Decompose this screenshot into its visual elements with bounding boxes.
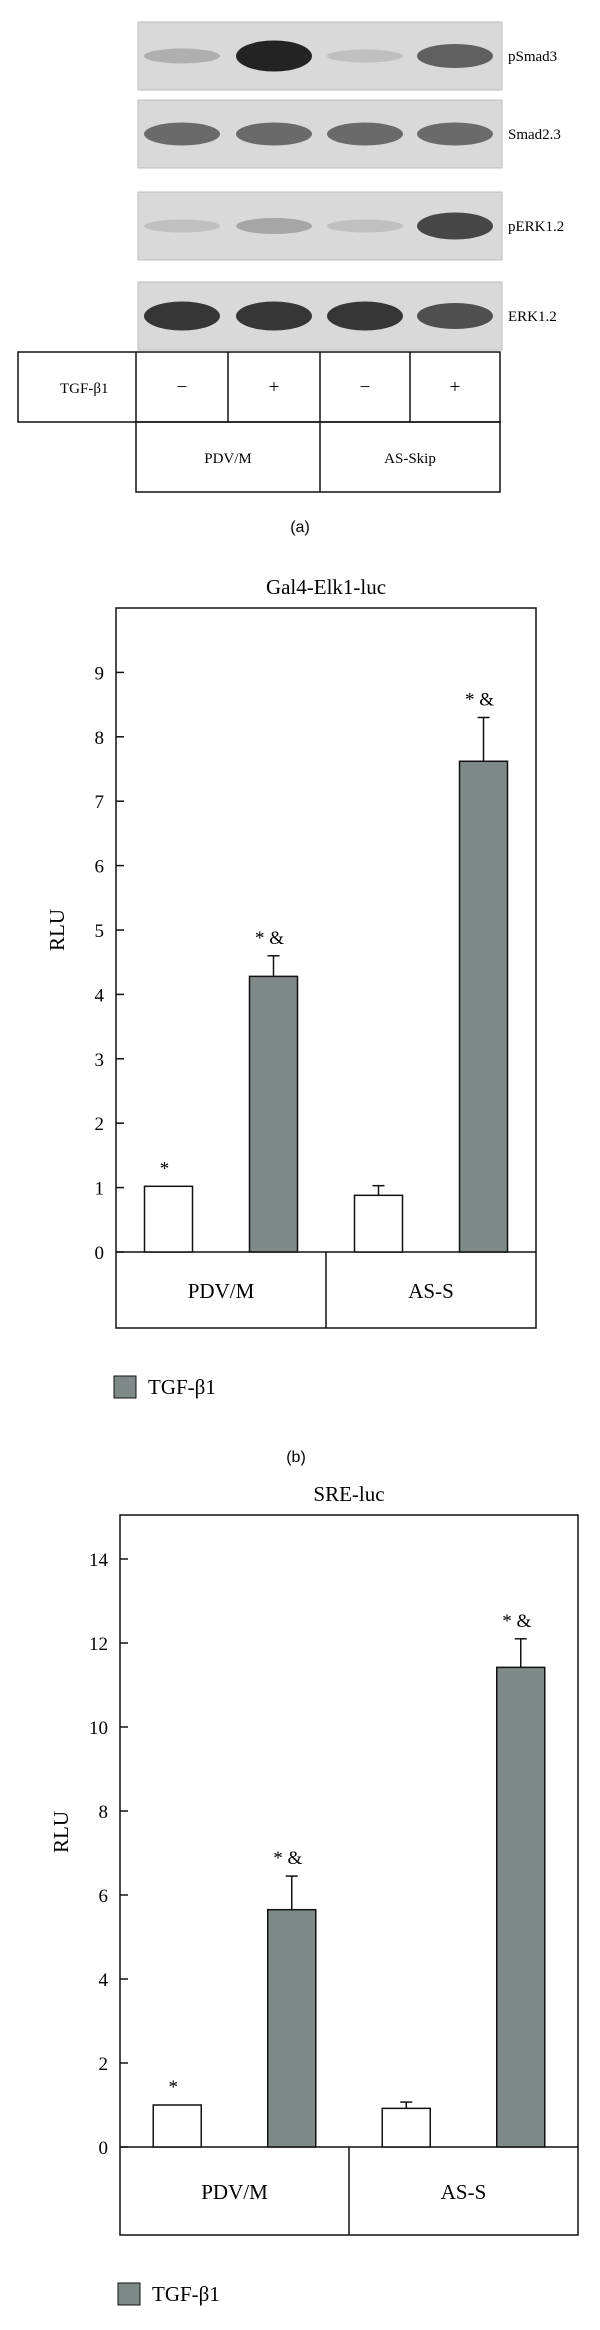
blot-band	[144, 301, 220, 331]
western-blot-panel: pSmad3 Smad2.3 pERK1.2 ERK1.2	[137, 21, 564, 351]
bar	[152, 2104, 202, 2148]
significance-mark: * &	[465, 689, 494, 710]
category-label: PDV/M	[188, 1279, 255, 1303]
bar	[248, 975, 299, 1253]
y-tick-label: 2	[95, 1114, 105, 1135]
category-label: AS-S	[408, 1279, 454, 1303]
significance-mark: *	[169, 2077, 179, 2098]
y-axis-label: RLU	[49, 1811, 73, 1853]
blot-band	[327, 49, 403, 63]
chart-gal4-elk1-luc: Gal4-Elk1-luc 0 1 2 3 4 5 6 7 8 9 RLU PDV/M * * & AS-S *…	[45, 575, 537, 1466]
treatment-value: −	[360, 377, 371, 398]
chart-title: SRE-luc	[313, 1482, 384, 1506]
y-tick-label: 0	[95, 1243, 105, 1264]
blot-band	[144, 48, 220, 64]
blot-band	[236, 122, 312, 146]
y-tick-label: 6	[95, 857, 105, 878]
y-tick-label: 10	[89, 1718, 108, 1739]
y-tick-label: 12	[89, 1634, 108, 1655]
blot-band	[417, 122, 493, 146]
y-tick-label: 7	[95, 792, 105, 813]
group-label: AS-Skip	[384, 451, 436, 467]
treatment-value: +	[450, 377, 461, 398]
treatment-table: TGF-β1 − + − + PDV/M AS-Skip	[17, 351, 501, 493]
blot-band	[144, 122, 220, 146]
y-tick-label: 0	[99, 2138, 109, 2159]
y-tick-label: 6	[99, 1886, 109, 1907]
bar	[496, 1666, 546, 2148]
legend-swatch	[113, 1375, 137, 1399]
legend-swatch	[117, 2282, 141, 2306]
y-tick-label: 1	[95, 1179, 105, 1200]
bar	[353, 1194, 404, 1253]
legend-label: TGF-β1	[148, 1375, 216, 1399]
y-tick-label: 9	[95, 663, 105, 684]
chart-title: Gal4-Elk1-luc	[266, 575, 386, 599]
blot-label: pERK1.2	[508, 219, 564, 235]
significance-mark: * &	[273, 1848, 302, 1869]
panel-a-caption: (a)	[290, 519, 310, 536]
category-label: AS-S	[441, 2180, 487, 2204]
blot-band	[417, 303, 493, 329]
blot-band	[236, 218, 312, 234]
treatment-value: +	[269, 377, 280, 398]
chart-sre-luc: SRE-luc 0 2 4 6 8 10 12 14 RLU PDV/M * * & AS-S * & TGF…	[49, 1482, 579, 2306]
blot-band	[236, 301, 312, 331]
y-tick-label: 14	[89, 1550, 109, 1571]
panel-caption: (b)	[286, 1449, 306, 1466]
blot-band	[144, 219, 220, 233]
y-axis-label: RLU	[45, 909, 69, 951]
blot-band	[327, 122, 403, 146]
bar	[458, 760, 509, 1253]
treatment-name: TGF-β1	[60, 381, 108, 397]
blot-label: Smad2.3	[508, 127, 561, 143]
blot-band	[236, 40, 312, 72]
treatment-value: −	[177, 377, 188, 398]
y-tick-label: 8	[99, 1802, 109, 1823]
group-label: PDV/M	[204, 451, 252, 467]
significance-mark: * &	[255, 928, 284, 949]
y-tick-label: 2	[99, 2054, 109, 2075]
bar	[381, 2107, 431, 2148]
group-row-frame	[135, 421, 501, 493]
blot-label: ERK1.2	[508, 309, 557, 325]
y-tick-label: 5	[95, 921, 105, 942]
legend-label: TGF-β1	[152, 2282, 220, 2306]
blot-label: pSmad3	[508, 49, 557, 65]
blot-band	[417, 44, 493, 68]
y-tick-label: 4	[95, 985, 105, 1006]
y-tick-label: 4	[99, 1970, 109, 1991]
blot-band	[327, 219, 403, 233]
category-label: PDV/M	[201, 2180, 268, 2204]
y-tick-label: 3	[95, 1050, 105, 1071]
blot-band	[327, 301, 403, 331]
bar	[143, 1185, 194, 1253]
significance-mark: * &	[502, 1611, 531, 1632]
blot-band	[417, 212, 493, 240]
bar	[267, 1908, 317, 2148]
y-tick-label: 8	[95, 728, 105, 749]
significance-mark: *	[160, 1158, 170, 1179]
